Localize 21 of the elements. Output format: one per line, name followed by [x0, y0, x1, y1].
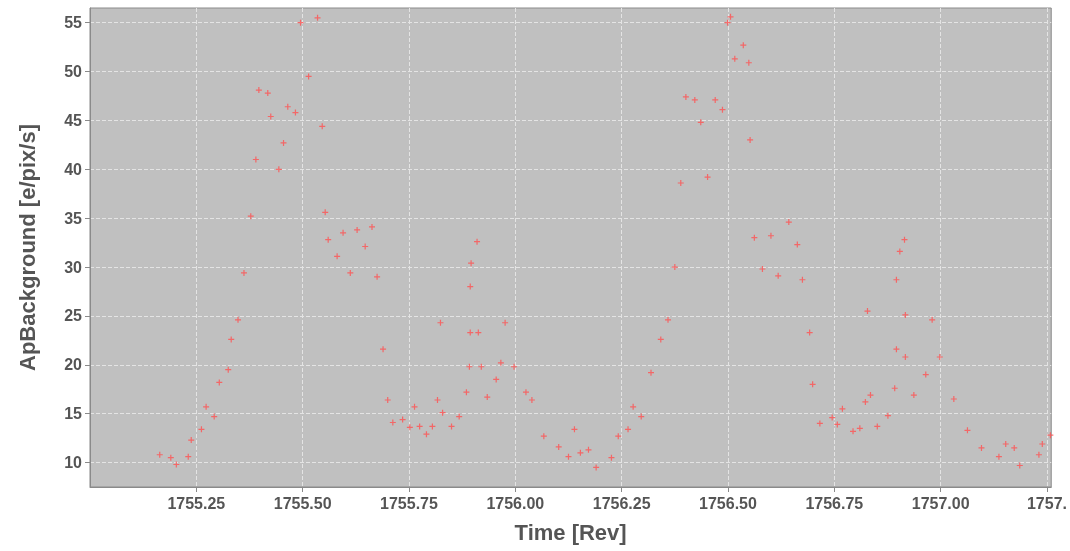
x-tick-label: 1755.50: [273, 494, 332, 512]
y-tick-label: 25: [64, 307, 83, 325]
x-tick-label: 1757.00: [911, 494, 970, 512]
y-tick-label: 55: [64, 14, 83, 32]
y-tick-label: 10: [64, 454, 83, 472]
x-axis-title: Time [Rev]: [514, 519, 627, 545]
x-tick-label: 1755.75: [380, 494, 439, 512]
y-tick-label: 15: [64, 405, 83, 423]
y-tick-label: 35: [64, 209, 83, 227]
y-tick-label: 30: [64, 258, 83, 276]
x-tick-label: 1756.25: [592, 494, 651, 512]
x-tick-label: 1756.75: [805, 494, 864, 512]
x-tick-label: 1756.50: [699, 494, 757, 512]
y-tick-label: 45: [64, 111, 83, 129]
y-tick-label: 20: [64, 356, 83, 374]
x-tick-label: 1755.25: [167, 494, 226, 512]
y-tick-label: 50: [64, 63, 83, 81]
y-tick-label: 40: [64, 160, 83, 178]
x-tick-label: 1756.00: [486, 494, 545, 512]
x-tick-label: 1757.: [1026, 494, 1067, 512]
y-axis-title: ApBackground [e/pix/s]: [14, 124, 40, 371]
